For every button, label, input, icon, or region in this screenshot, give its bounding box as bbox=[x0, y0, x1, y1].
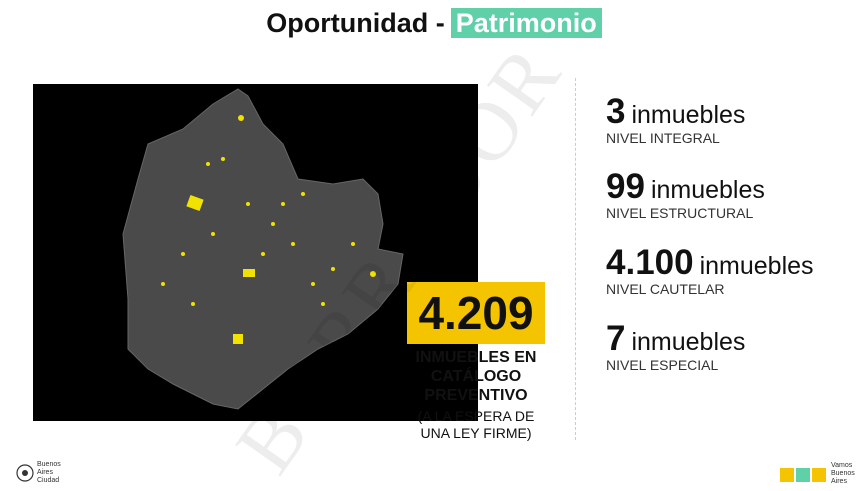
level-unit: inmuebles bbox=[650, 176, 765, 204]
level-item: 99 inmuebles NIVEL ESTRUCTURAL bbox=[606, 167, 765, 221]
logo-icon bbox=[16, 464, 34, 482]
logo-text: Vamos Buenos Aires bbox=[831, 462, 855, 486]
level-item: 7 inmuebles NIVEL ESPECIAL bbox=[606, 319, 745, 373]
level-count: 4.100 bbox=[606, 243, 694, 282]
level-name: NIVEL ESPECIAL bbox=[606, 357, 719, 373]
logo-line: Aires bbox=[831, 478, 847, 485]
total-label: INMUEBLES EN CATÁLOGO PREVENTIVO bbox=[395, 348, 557, 405]
level-unit: inmuebles bbox=[631, 328, 746, 356]
logo-line: Aires bbox=[37, 469, 53, 476]
title: Oportunidad - Patrimonio bbox=[0, 8, 868, 39]
logo-line: Buenos bbox=[37, 461, 61, 468]
level-count: 7 bbox=[606, 319, 626, 358]
logo-line: Buenos bbox=[831, 470, 855, 477]
level-unit: inmuebles bbox=[699, 252, 814, 280]
level-unit: inmuebles bbox=[631, 101, 746, 129]
logo-right: Vamos Buenos Aires bbox=[780, 462, 855, 486]
city-shape bbox=[122, 88, 404, 410]
logo-line: Vamos bbox=[831, 462, 853, 469]
level-count: 3 bbox=[606, 92, 626, 131]
label-line: INMUEBLES EN bbox=[415, 349, 537, 366]
level-name: NIVEL CAUTELAR bbox=[606, 281, 725, 297]
title-highlight: Patrimonio bbox=[450, 8, 602, 38]
note-line: UNA LEY FIRME) bbox=[420, 425, 532, 441]
level-name: NIVEL INTEGRAL bbox=[606, 130, 720, 146]
map bbox=[33, 84, 478, 421]
total-note: (A LA ESPERA DE UNA LEY FIRME) bbox=[395, 408, 557, 442]
logo-icon bbox=[780, 468, 826, 482]
logo-left: Buenos Aires Ciudad bbox=[16, 461, 61, 485]
level-name: NIVEL ESTRUCTURAL bbox=[606, 205, 754, 221]
logo-text: Buenos Aires Ciudad bbox=[37, 461, 61, 485]
label-line: CATÁLOGO bbox=[430, 368, 522, 385]
logo-line: Ciudad bbox=[37, 477, 60, 484]
level-count: 99 bbox=[606, 167, 645, 206]
note-line: (A LA ESPERA DE bbox=[417, 408, 535, 424]
level-item: 3 inmuebles NIVEL INTEGRAL bbox=[606, 92, 745, 146]
total-count: 4.209 bbox=[407, 282, 545, 344]
title-text: Oportunidad - bbox=[266, 8, 445, 38]
level-item: 4.100 inmuebles NIVEL CAUTELAR bbox=[606, 243, 814, 297]
heritage-spots bbox=[161, 115, 376, 344]
divider bbox=[575, 78, 576, 440]
label-line: PREVENTIVO bbox=[424, 387, 528, 404]
